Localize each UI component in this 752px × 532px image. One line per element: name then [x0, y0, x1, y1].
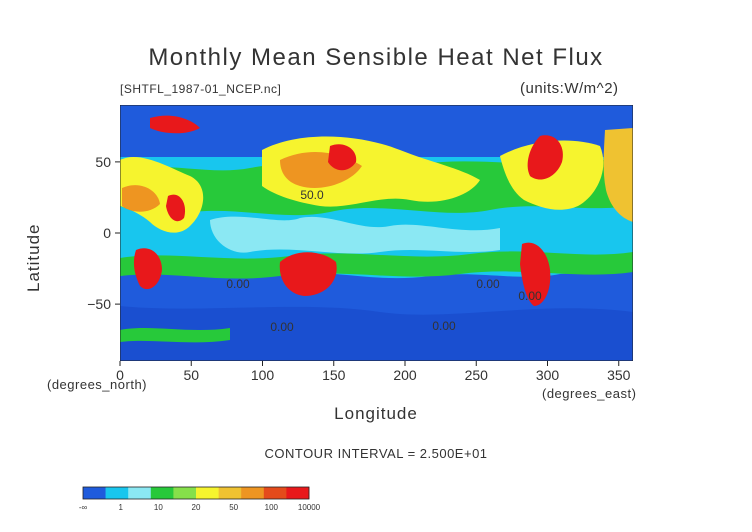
contour-label: 0.00: [518, 289, 542, 303]
x-tick-label: 0: [116, 367, 124, 383]
x-units-label: (degrees_east): [542, 386, 637, 401]
colorbar-tick-label: 50: [229, 503, 238, 512]
y-tick-label: −50: [87, 296, 111, 312]
colorbar-tick-label: -∞: [79, 503, 88, 512]
australia-hot-spot: [279, 252, 337, 296]
x-tick-label: 200: [393, 367, 417, 383]
x-tick-label: 250: [465, 367, 489, 383]
contour-interval: CONTOUR INTERVAL = 2.500E+01: [264, 446, 488, 461]
x-axis-ticks: 0 50 100 150 200 250 300 350: [116, 361, 631, 383]
x-tick-label: 150: [322, 367, 346, 383]
colorbar-swatch: [150, 487, 174, 499]
y-tick-label: 50: [95, 154, 111, 170]
colorbar-swatch: [241, 487, 265, 499]
units-label: (units:W/m^2): [520, 80, 619, 97]
colorbar-tick-label: 10: [154, 503, 163, 512]
antarctic-green-strip: [120, 328, 230, 343]
colorbar-swatch: [263, 487, 287, 499]
south-america-hot-spot: [520, 242, 551, 306]
colorbar-swatch: [173, 487, 197, 499]
colorbar-swatch: [83, 487, 106, 499]
contour-label: 50.0: [300, 188, 324, 202]
colorbar-swatch: [286, 487, 310, 499]
contour-labels: 50.0 0.00 0.00 0.00 0.00 0.00: [226, 188, 542, 334]
colorbar-tick-label: 10000: [298, 503, 321, 512]
heatmap-field: [120, 105, 633, 361]
arabia-hot-spot: [166, 194, 186, 222]
africa-orange-core: [122, 185, 160, 212]
x-tick-label: 100: [251, 367, 275, 383]
x-axis-label: Longitude: [334, 404, 418, 423]
x-tick-label: 350: [607, 367, 631, 383]
file-label: [SHTFL_1987-01_NCEP.nc]: [120, 82, 282, 96]
colorbar-swatch: [128, 487, 152, 499]
tropics-patch: [210, 216, 500, 254]
south-africa-hot-spot: [133, 248, 162, 290]
greenland-east-land: [603, 128, 633, 222]
asia-hot-spot: [328, 144, 357, 171]
y-tick-label: 0: [103, 225, 111, 241]
colorbar-swatch: [196, 487, 219, 499]
y-units-label: (degrees_north): [47, 377, 147, 392]
colorbar-swatch: [105, 487, 129, 499]
colorbar: -∞ 1 10 20 50 100 10000: [79, 486, 321, 512]
arctic-hot-spot: [150, 115, 200, 134]
colorbar-tick-label: 20: [192, 503, 201, 512]
y-axis-ticks: 50 0 −50: [87, 154, 120, 312]
colorbar-tick-label: 100: [265, 503, 279, 512]
x-tick-label: 300: [536, 367, 560, 383]
contour-label: 0.00: [270, 320, 294, 334]
north-america-hot-spot: [527, 135, 563, 180]
contour-label: 0.00: [432, 319, 456, 333]
contour-label: 0.00: [226, 277, 250, 291]
colorbar-swatch: [218, 487, 242, 499]
colorbar-tick-label: 1: [118, 503, 123, 512]
antarctic-band: [120, 306, 633, 361]
colorbar-frame: [82, 486, 310, 500]
contour-label: 0.00: [476, 277, 500, 291]
chart-title: Monthly Mean Sensible Heat Net Flux: [148, 44, 604, 71]
x-tick-label: 50: [183, 367, 199, 383]
south-green-zone: [120, 251, 633, 279]
